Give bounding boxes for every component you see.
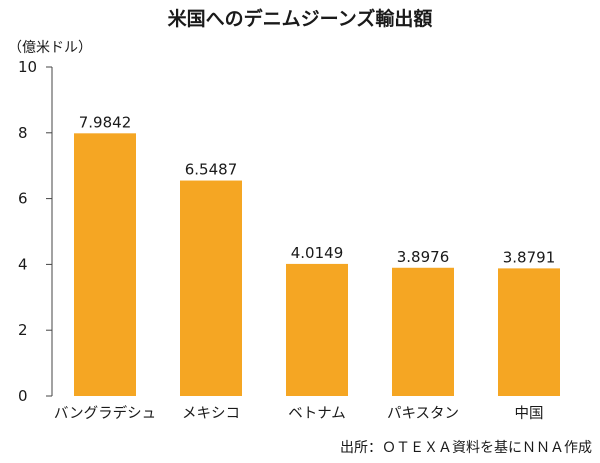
y-tick-label: 4 bbox=[18, 255, 28, 273]
bar-value-label: 6.5487 bbox=[185, 161, 238, 179]
y-tick-label: 2 bbox=[18, 321, 28, 339]
bar-value-label: 7.9842 bbox=[79, 113, 132, 131]
y-axis-unit-label: （億米ドル） bbox=[8, 40, 92, 56]
bar bbox=[392, 267, 454, 396]
chart-title: 米国へのデニムジーンズ輸出額 bbox=[168, 7, 433, 30]
value-labels: 7.9842 6.5487 4.0149 3.8976 3.8791 bbox=[79, 113, 556, 266]
y-tick-label: 8 bbox=[18, 124, 28, 142]
category-label: ベトナム bbox=[288, 406, 346, 422]
bar-value-label: 3.8976 bbox=[397, 248, 450, 266]
y-tick-label: 10 bbox=[18, 58, 37, 76]
y-tick-label: 0 bbox=[18, 387, 28, 405]
bar bbox=[498, 268, 560, 396]
category-label: バングラデシュ bbox=[54, 404, 156, 422]
category-label: 中国 bbox=[515, 405, 544, 422]
y-axis-ticks: 0 2 4 6 8 10 bbox=[18, 58, 52, 405]
bar bbox=[286, 263, 348, 396]
bar bbox=[74, 133, 136, 396]
source-note: 出所：ＯＴＥＸＡ資料を基にＮＮＡ作成 bbox=[340, 439, 592, 456]
category-labels: バングラデシュ メキシコ ベトナム パキスタン 中国 bbox=[54, 404, 544, 422]
bar bbox=[180, 180, 242, 396]
y-tick-label: 6 bbox=[18, 190, 28, 208]
category-label: メキシコ bbox=[182, 406, 240, 422]
category-label: パキスタン bbox=[387, 405, 459, 422]
bars bbox=[74, 133, 560, 396]
bar-value-label: 3.8791 bbox=[503, 248, 556, 266]
bar-value-label: 4.0149 bbox=[291, 244, 344, 262]
